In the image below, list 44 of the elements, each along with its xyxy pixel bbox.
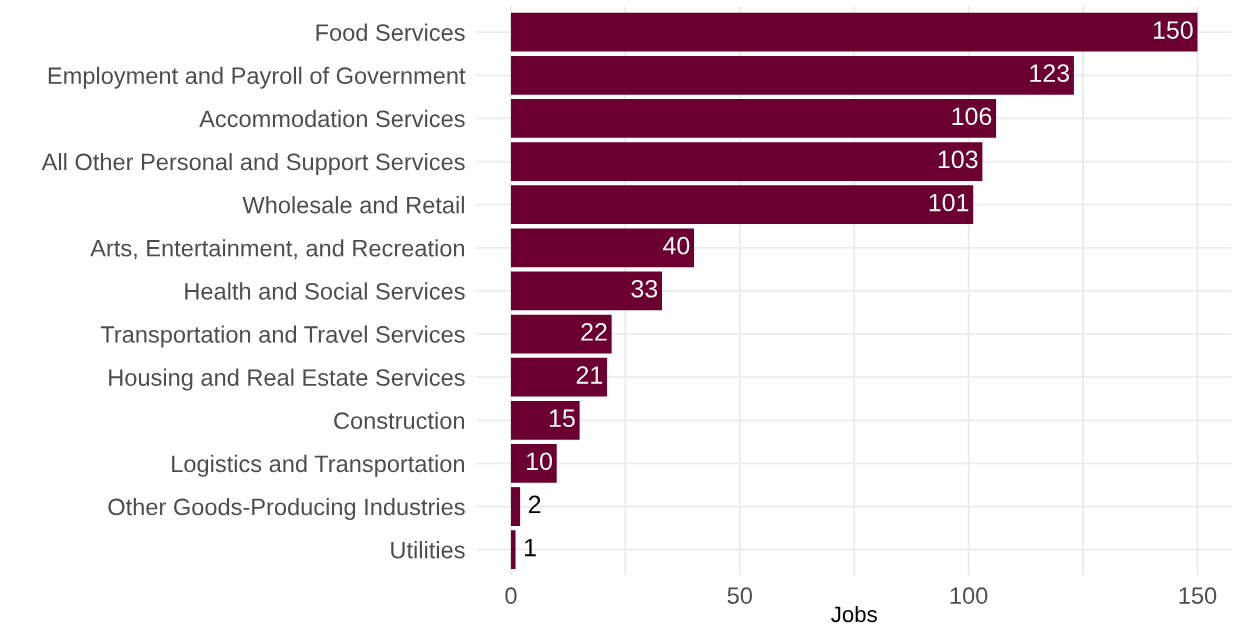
- x-tick-label: 0: [505, 587, 517, 604]
- bar: [510, 271, 662, 311]
- data-label: 40: [663, 236, 690, 255]
- x-axis-title: Jobs: [831, 605, 877, 623]
- y-tick-label: Other Goods-Producing Industries: [108, 497, 465, 520]
- data-label: 101: [929, 193, 969, 212]
- bar: [510, 228, 695, 268]
- bar: [510, 444, 557, 483]
- x-tick-label: 150: [1179, 587, 1217, 604]
- data-label: 103: [938, 150, 978, 169]
- data-label: 33: [631, 279, 658, 298]
- y-tick-label: Accommodation Services: [199, 109, 465, 128]
- data-label: 15: [549, 409, 575, 427]
- bar: [510, 400, 580, 440]
- data-label: 150: [1153, 21, 1193, 39]
- y-tick-label: Housing and Real Estate Services: [109, 368, 465, 391]
- bar: [510, 12, 1198, 52]
- bar: [510, 357, 608, 397]
- y-tick-label: Wholesale and Retail: [242, 196, 464, 214]
- bar: [510, 99, 997, 138]
- y-tick-label: Transportation and Travel Services: [100, 325, 465, 348]
- x-tick-label: 50: [727, 587, 753, 604]
- data-label: 10: [527, 452, 552, 471]
- data-label: 106: [952, 107, 992, 126]
- y-tick-label: Logistics and Transportation: [172, 454, 465, 477]
- bar: [510, 142, 983, 181]
- bar: [510, 185, 974, 225]
- x-tick-label: 100: [950, 587, 988, 604]
- y-tick-label: Arts, Entertainment, and Recreation: [90, 239, 465, 260]
- y-tick-label: Health and Social Services: [185, 282, 465, 300]
- y-tick-label: All Other Personal and Support Services: [41, 152, 465, 175]
- data-label: 2: [528, 495, 541, 513]
- y-tick-label: Employment and Payroll of Government: [48, 66, 466, 89]
- y-tick-label: Construction: [334, 411, 464, 430]
- bar: [510, 487, 521, 526]
- bar: [510, 55, 1074, 95]
- data-label: 123: [1030, 64, 1070, 82]
- y-tick-label: Utilities: [391, 541, 465, 559]
- bar: [510, 530, 516, 570]
- data-label: 22: [581, 323, 607, 341]
- data-label: 1: [524, 538, 536, 557]
- data-label: 21: [576, 366, 603, 384]
- bar: [510, 314, 612, 354]
- y-tick-label: Food Services: [316, 23, 465, 41]
